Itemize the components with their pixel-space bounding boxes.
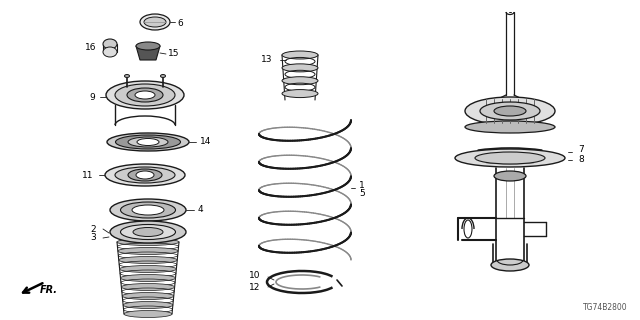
Ellipse shape bbox=[475, 152, 545, 164]
Ellipse shape bbox=[117, 238, 179, 245]
Ellipse shape bbox=[137, 139, 159, 146]
Ellipse shape bbox=[494, 171, 526, 181]
Ellipse shape bbox=[122, 292, 173, 300]
Ellipse shape bbox=[491, 259, 529, 271]
Ellipse shape bbox=[128, 169, 162, 181]
Ellipse shape bbox=[115, 167, 175, 183]
Ellipse shape bbox=[103, 47, 117, 57]
Text: 5: 5 bbox=[359, 188, 365, 197]
Ellipse shape bbox=[136, 42, 160, 50]
Text: 7: 7 bbox=[578, 146, 584, 155]
Text: 9: 9 bbox=[89, 92, 95, 101]
Text: TG74B2800: TG74B2800 bbox=[584, 303, 628, 312]
Ellipse shape bbox=[128, 137, 168, 147]
Ellipse shape bbox=[144, 17, 166, 27]
Text: 2: 2 bbox=[90, 225, 96, 234]
Text: 1: 1 bbox=[359, 180, 365, 189]
Ellipse shape bbox=[480, 102, 540, 120]
Text: 12: 12 bbox=[248, 283, 260, 292]
Ellipse shape bbox=[120, 202, 175, 218]
Text: 8: 8 bbox=[578, 156, 584, 164]
Ellipse shape bbox=[125, 75, 129, 77]
Polygon shape bbox=[136, 46, 160, 60]
Ellipse shape bbox=[127, 88, 163, 102]
Text: 16: 16 bbox=[84, 44, 96, 52]
Ellipse shape bbox=[132, 205, 164, 215]
Ellipse shape bbox=[118, 247, 178, 254]
Ellipse shape bbox=[105, 164, 185, 186]
Ellipse shape bbox=[282, 64, 318, 72]
Ellipse shape bbox=[465, 121, 555, 133]
Ellipse shape bbox=[465, 97, 555, 125]
Ellipse shape bbox=[120, 225, 175, 239]
Ellipse shape bbox=[122, 284, 175, 291]
Text: 14: 14 bbox=[200, 138, 211, 147]
Ellipse shape bbox=[110, 199, 186, 221]
Text: 6: 6 bbox=[177, 19, 183, 28]
Ellipse shape bbox=[110, 221, 186, 243]
Text: FR.: FR. bbox=[40, 285, 58, 295]
Ellipse shape bbox=[119, 257, 177, 263]
Ellipse shape bbox=[106, 81, 184, 109]
Text: 13: 13 bbox=[260, 55, 272, 65]
Text: 15: 15 bbox=[168, 50, 179, 59]
Ellipse shape bbox=[120, 275, 175, 282]
Ellipse shape bbox=[455, 149, 565, 167]
Ellipse shape bbox=[135, 91, 155, 99]
Ellipse shape bbox=[103, 39, 117, 49]
Text: 3: 3 bbox=[90, 234, 96, 243]
Ellipse shape bbox=[124, 310, 172, 317]
Ellipse shape bbox=[161, 75, 166, 77]
Ellipse shape bbox=[136, 171, 154, 179]
Ellipse shape bbox=[140, 14, 170, 30]
Text: 10: 10 bbox=[248, 270, 260, 279]
Ellipse shape bbox=[282, 51, 318, 59]
Text: 11: 11 bbox=[81, 171, 93, 180]
Ellipse shape bbox=[282, 77, 318, 85]
Ellipse shape bbox=[115, 135, 180, 149]
Ellipse shape bbox=[107, 133, 189, 151]
Ellipse shape bbox=[282, 90, 318, 98]
Ellipse shape bbox=[494, 106, 526, 116]
Ellipse shape bbox=[133, 228, 163, 236]
Ellipse shape bbox=[123, 301, 173, 308]
Ellipse shape bbox=[115, 84, 175, 106]
Ellipse shape bbox=[120, 266, 177, 273]
Ellipse shape bbox=[464, 220, 472, 238]
Text: 4: 4 bbox=[198, 205, 204, 214]
